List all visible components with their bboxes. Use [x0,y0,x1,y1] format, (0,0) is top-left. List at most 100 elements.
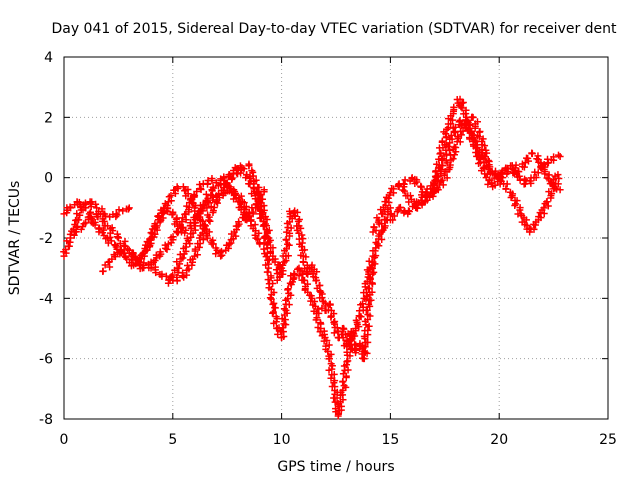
y-tick-label: -2 [39,231,53,247]
data-point-cluster [87,198,100,211]
data-point [112,210,120,218]
series-trace-j [386,116,564,236]
data-point-cluster [377,191,394,216]
data-point-cluster [247,217,263,247]
data-point-cluster [363,260,379,305]
data-point-cluster [540,155,552,168]
data-point [386,204,394,212]
y-tick-label: 4 [44,50,53,66]
data-point [138,252,146,260]
data-point-cluster [286,207,298,217]
data-point-cluster [60,237,74,257]
data-point [554,171,562,179]
series-trace-e [137,183,251,260]
data-point-cluster [156,241,171,258]
data-point-cluster [535,200,552,222]
x-tick-label: 25 [599,432,617,448]
series-trace-k [399,113,564,200]
data-point-cluster [81,199,94,207]
y-axis-label: SDTVAR / TECUs [7,181,23,296]
data-point [373,240,381,248]
data-point-cluster [273,267,287,281]
data-point [119,207,127,215]
data-point-cluster [478,141,496,175]
series-trace-b [60,198,133,260]
data-point-cluster [165,186,179,205]
data-point-cluster [263,268,278,307]
data-point-cluster [63,204,72,217]
data-point-cluster [179,255,197,279]
data-point [539,162,547,170]
data-point-cluster [217,241,232,259]
data-point-cluster [293,224,309,259]
data-point-cluster [325,355,339,385]
data-point [330,379,338,387]
data-point-cluster [245,162,263,197]
data-point-cluster [550,151,563,164]
data-point-cluster [337,361,352,396]
data-point-cluster [438,135,456,169]
series-trace-i [369,95,563,236]
data-point-cluster [525,218,540,233]
data-point-cluster [208,175,225,187]
data-point-cluster [396,203,409,217]
data-point [495,174,503,182]
data-point-cluster [431,163,445,185]
data-point-cluster [99,258,114,275]
data-point-cluster [155,200,172,222]
data-point-cluster [324,301,339,326]
data-point-cluster [457,98,470,118]
data-point [317,288,325,296]
data-point-cluster [287,272,298,286]
y-tick-label: 0 [44,171,53,187]
y-tick-label: 2 [44,110,53,126]
data-point-cluster [123,205,132,213]
data-point-cluster [182,224,199,248]
y-tick-label: -8 [39,412,53,428]
data-point-cluster [114,234,132,253]
data-point-cluster [113,206,123,219]
data-point-cluster [307,297,322,315]
axis-ticks: 0 5 10 15 20 25 -8 -6 -4 -2 0 2 4 [39,50,617,448]
data-point-cluster [190,180,205,199]
x-tick-label: 5 [168,432,177,448]
data-point [365,300,373,308]
data-point-cluster [316,290,329,312]
data-point-cluster [214,189,227,199]
x-axis-label: GPS time / hours [277,459,394,475]
data-point-cluster [298,276,312,294]
x-tick-label: 15 [381,432,399,448]
data-point-cluster [504,166,518,177]
data-point-cluster [312,309,325,332]
data-point [343,358,351,366]
data-point-cluster [450,122,469,151]
data-point-cluster [414,191,426,207]
data-point-cluster [468,114,487,143]
data-point-cluster [66,199,81,211]
data-point [521,159,529,167]
data-point-cluster [312,277,324,295]
y-tick-label: -6 [39,352,53,368]
x-tick-label: 20 [490,432,508,448]
data-point-cluster [514,160,528,176]
data-point-cluster [280,280,295,313]
data-point [93,204,101,212]
data-point-cluster [204,176,212,188]
series-trace-g [260,204,394,420]
data-point [225,240,233,248]
series-trace-h [273,207,379,363]
data-point-cluster [173,245,190,272]
data-point-cluster [277,309,291,340]
data-point [147,264,155,272]
data-points [60,95,564,420]
grid [64,57,608,419]
data-point-cluster [182,186,200,210]
data-point [178,228,186,236]
data-point-cluster [174,183,189,195]
data-point [556,186,564,194]
data-point-cluster [95,205,106,218]
data-point-cluster [260,234,273,269]
data-point [456,95,464,103]
data-point-cluster [225,185,240,203]
data-point [260,186,268,194]
